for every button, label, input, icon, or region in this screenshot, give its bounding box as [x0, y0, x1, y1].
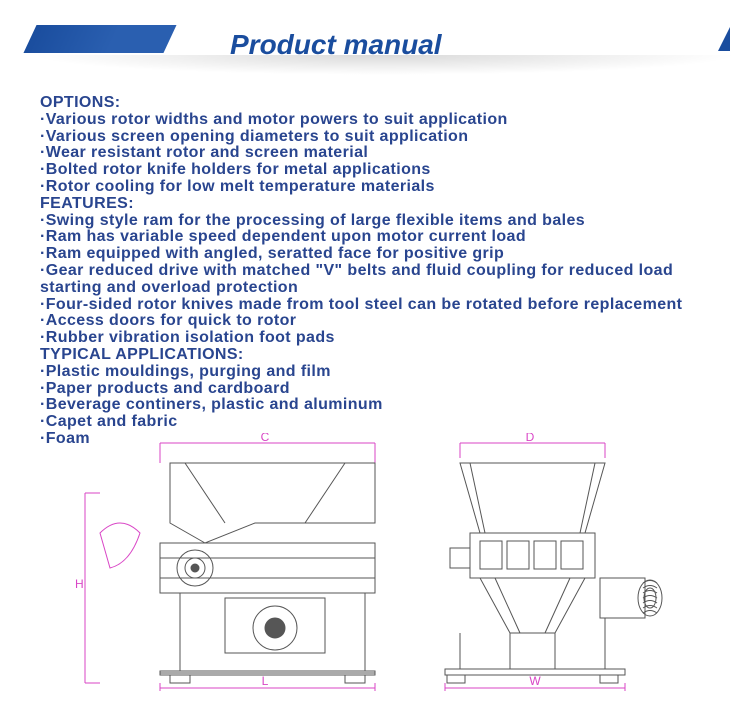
applications-item: Paper products and cardboard	[40, 381, 710, 398]
applications-heading: TYPICAL APPLICATIONS:	[40, 347, 710, 364]
dim-label-w: W	[529, 674, 541, 688]
options-item: Various screen opening diameters to suit…	[40, 129, 710, 146]
features-item: Four-sided rotor knives made from tool s…	[40, 297, 710, 314]
features-item: Ram equipped with angled, seratted face …	[40, 246, 710, 263]
banner: Product manual	[0, 15, 750, 75]
options-item: Bolted rotor knife holders for metal app…	[40, 162, 710, 179]
banner-right-triangle	[718, 27, 730, 51]
technical-diagram: C H L	[0, 433, 750, 713]
options-item: Various rotor widths and motor powers to…	[40, 112, 710, 129]
applications-item: Beverage continers, plastic and aluminum	[40, 397, 710, 414]
applications-item: Capet and fabric	[40, 414, 710, 431]
options-item: Wear resistant rotor and screen material	[40, 145, 710, 162]
banner-title: Product manual	[230, 29, 442, 61]
diagram-front-view: D W	[425, 433, 675, 693]
dim-label-h: H	[75, 577, 84, 591]
dim-label-c: C	[261, 433, 270, 444]
content: OPTIONS: Various rotor widths and motor …	[0, 75, 750, 448]
options-item: Rotor cooling for low melt temperature m…	[40, 179, 710, 196]
features-item: Gear reduced drive with matched "V" belt…	[40, 263, 710, 297]
features-item: Ram has variable speed dependent upon mo…	[40, 229, 710, 246]
banner-shape	[30, 25, 170, 53]
dim-label-l: L	[262, 674, 269, 688]
dim-label-d: D	[526, 433, 535, 444]
diagram-side-view: C H L	[75, 433, 405, 693]
features-item: Access doors for quick to rotor	[40, 313, 710, 330]
features-item: Rubber vibration isolation foot pads	[40, 330, 710, 347]
features-heading: FEATURES:	[40, 196, 710, 213]
features-item: Swing style ram for the processing of la…	[40, 213, 710, 230]
applications-item: Plastic mouldings, purging and film	[40, 364, 710, 381]
options-heading: OPTIONS:	[40, 95, 710, 112]
banner-blue-block	[23, 25, 176, 53]
